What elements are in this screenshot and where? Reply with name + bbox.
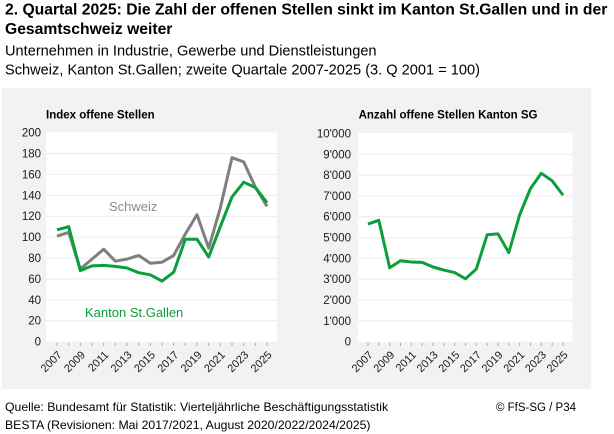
svg-text:140: 140: [22, 190, 41, 202]
svg-text:Anzahl offene Stellen Kanton S: Anzahl offene Stellen Kanton SG: [359, 110, 538, 122]
svg-text:180: 180: [22, 149, 41, 161]
svg-text:Gesamtschweiz weiter: Gesamtschweiz weiter: [5, 21, 172, 38]
svg-text:Kanton St.Gallen: Kanton St.Gallen: [85, 305, 183, 320]
svg-text:4'000: 4'000: [323, 253, 351, 265]
svg-text:Schweiz: Schweiz: [109, 199, 157, 214]
svg-text:BESTA (Revisionen: Mai 2017/20: BESTA (Revisionen: Mai 2017/2021, August…: [5, 418, 371, 432]
svg-text:0: 0: [35, 337, 41, 349]
svg-text:160: 160: [22, 169, 41, 181]
svg-text:2. Quartal 2025: Die Zahl der: 2. Quartal 2025: Die Zahl der offenen St…: [5, 2, 607, 19]
svg-text:3'000: 3'000: [323, 274, 351, 286]
svg-text:7'000: 7'000: [323, 191, 351, 203]
svg-text:40: 40: [28, 295, 41, 307]
svg-text:200: 200: [22, 128, 41, 140]
svg-text:9'000: 9'000: [323, 149, 351, 161]
svg-text:10'000: 10'000: [317, 128, 351, 140]
svg-text:6'000: 6'000: [323, 212, 351, 224]
svg-text:120: 120: [22, 211, 41, 223]
svg-text:© FfS-SG / P34: © FfS-SG / P34: [496, 402, 577, 414]
svg-text:1'000: 1'000: [323, 316, 351, 328]
svg-text:8'000: 8'000: [323, 170, 351, 182]
svg-text:20: 20: [28, 316, 41, 328]
svg-text:2'000: 2'000: [323, 295, 351, 307]
svg-text:60: 60: [28, 274, 41, 286]
svg-text:5'000: 5'000: [323, 233, 351, 245]
svg-text:0: 0: [345, 337, 351, 349]
svg-text:80: 80: [28, 253, 41, 265]
svg-text:Schweiz, Kanton St.Gallen; zwe: Schweiz, Kanton St.Gallen; zweite Quarta…: [5, 62, 480, 78]
svg-text:Quelle: Bundesamt für Statisti: Quelle: Bundesamt für Statistik: Viertel…: [5, 400, 389, 414]
svg-text:Index offene Stellen: Index offene Stellen: [46, 110, 155, 122]
svg-text:100: 100: [22, 232, 41, 244]
svg-text:Unternehmen in Industrie, Gewe: Unternehmen in Industrie, Gewerbe und Di…: [5, 44, 377, 60]
